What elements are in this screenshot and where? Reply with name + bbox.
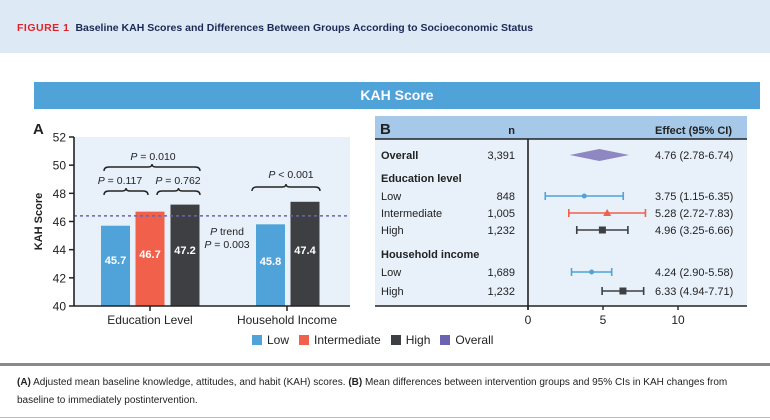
forest-point-estimate <box>619 287 627 295</box>
forest-row-label: Intermediate <box>381 208 442 220</box>
bar-household-income-low <box>256 224 285 306</box>
bottom-border <box>0 417 770 418</box>
panel-b-background <box>375 116 747 306</box>
figure-header: FIGURE 1 Baseline KAH Scores and Differen… <box>0 0 770 53</box>
column-header-n: n <box>508 125 515 137</box>
caption-a-label: (A) <box>17 377 31 388</box>
brace-edu-overall <box>103 163 201 172</box>
forest-point-estimate <box>581 193 587 199</box>
figure-title-text: Baseline KAH Scores and Differences Betw… <box>75 22 534 34</box>
legend-label-high: High <box>405 333 431 347</box>
legend-label-overall: Overall <box>455 333 494 347</box>
forest-row-effect: 4.76 (2.78-6.74) <box>655 150 733 162</box>
p-trend-label: P trend <box>210 226 244 238</box>
forest-point-estimate <box>598 226 606 234</box>
caption-a-text: Adjusted mean baseline knowledge, attitu… <box>30 377 349 388</box>
forest-row-effect: 5.28 (2.72-7.83) <box>655 208 733 220</box>
forest-row-label: High <box>381 225 404 237</box>
caption-b-text: Mean differences between intervention gr… <box>17 377 728 406</box>
forest-row-label: Low <box>381 191 401 203</box>
forest-row-n: 848 <box>497 191 515 203</box>
y-tick-label: 46 <box>53 215 67 229</box>
forest-row-n: 1,232 <box>487 286 515 298</box>
forest-group-heading: Education level <box>381 173 462 185</box>
bar-education-level-high <box>170 204 200 306</box>
p-value-edu-intermediate-high: P = 0.762 <box>155 175 200 187</box>
forest-row-effect: 6.33 (4.94-7.71) <box>655 286 733 298</box>
bar-value-label: 47.2 <box>174 245 195 257</box>
legend-swatch-intermediate <box>299 335 310 345</box>
legend: Low Intermediate High Overall <box>252 333 493 347</box>
legend-label-intermediate: Intermediate <box>314 333 381 347</box>
forest-row-n: 1,232 <box>487 225 515 237</box>
bar-value-label: 47.4 <box>294 245 316 257</box>
y-tick-label: 50 <box>53 159 67 173</box>
forest-row-n: 1,689 <box>487 267 515 279</box>
y-tick-label: 52 <box>53 131 67 145</box>
caption-separator <box>0 363 770 366</box>
y-axis-label: KAH Score <box>33 193 45 250</box>
forest-row-label: Overall <box>381 150 418 162</box>
y-tick-label: 42 <box>53 271 67 285</box>
legend-item-overall: Overall <box>440 333 493 347</box>
forest-x-tick-label: 10 <box>671 313 685 327</box>
column-header-effect: Effect (95% CI) <box>655 125 732 137</box>
forest-x-tick-label: 0 <box>525 313 532 327</box>
forest-diamond-overall <box>569 149 630 161</box>
panel-b-label: B <box>380 121 391 138</box>
brace-income <box>251 183 321 192</box>
x-category-label: Education Level <box>107 313 192 327</box>
p-trend-value: P = 0.003 <box>204 239 249 251</box>
forest-point-estimate <box>603 209 612 216</box>
forest-row-effect: 4.96 (3.25-6.66) <box>655 225 733 237</box>
forest-row-n: 1,005 <box>487 208 515 220</box>
bar-value-label: 46.7 <box>139 249 160 261</box>
forest-x-tick-label: 5 <box>600 313 607 327</box>
forest-row-effect: 4.24 (2.90-5.58) <box>655 267 733 279</box>
legend-item-intermediate: Intermediate <box>299 333 381 347</box>
brace-edu-low-intermediate <box>103 187 149 196</box>
legend-item-low: Low <box>252 333 289 347</box>
bar-household-income-high <box>290 201 320 306</box>
forest-row-label: High <box>381 286 404 298</box>
y-tick-label: 40 <box>53 300 67 314</box>
legend-swatch-overall <box>440 335 451 345</box>
bar-education-level-intermediate <box>135 211 165 306</box>
panel-a-label: A <box>33 121 44 138</box>
p-value-edu-overall: P = 0.010 <box>130 151 175 163</box>
forest-group-heading: Household income <box>381 249 479 261</box>
legend-label-low: Low <box>267 333 290 347</box>
forest-row-effect: 3.75 (1.15-6.35) <box>655 191 733 203</box>
legend-item-high: High <box>390 333 431 347</box>
bar-value-label: 45.8 <box>260 256 281 268</box>
brace-edu-intermediate-high <box>156 187 201 196</box>
bar-value-label: 45.7 <box>105 255 126 267</box>
x-category-label: Household Income <box>237 313 337 327</box>
figure-caption: (A) Adjusted mean baseline knowledge, at… <box>17 374 762 410</box>
figure-title: FIGURE 1 Baseline KAH Scores and Differen… <box>17 22 533 34</box>
caption-b-label: (B) <box>348 377 363 388</box>
figure-label: FIGURE 1 <box>17 22 70 34</box>
legend-swatch-low <box>252 335 262 345</box>
kah-score-banner: KAH Score <box>34 82 760 109</box>
legend-swatch-high <box>390 335 401 345</box>
p-value-income: P < 0.001 <box>268 169 313 181</box>
forest-row-label: Low <box>381 267 401 279</box>
bar-education-level-low <box>101 225 130 306</box>
forest-row-n: 3,391 <box>487 150 515 162</box>
panel-b-header <box>375 116 747 139</box>
y-tick-label: 48 <box>53 187 67 201</box>
forest-point-estimate <box>589 269 595 275</box>
y-tick-label: 44 <box>53 243 67 257</box>
p-value-edu-low-intermediate: P = 0.117 <box>98 175 143 187</box>
